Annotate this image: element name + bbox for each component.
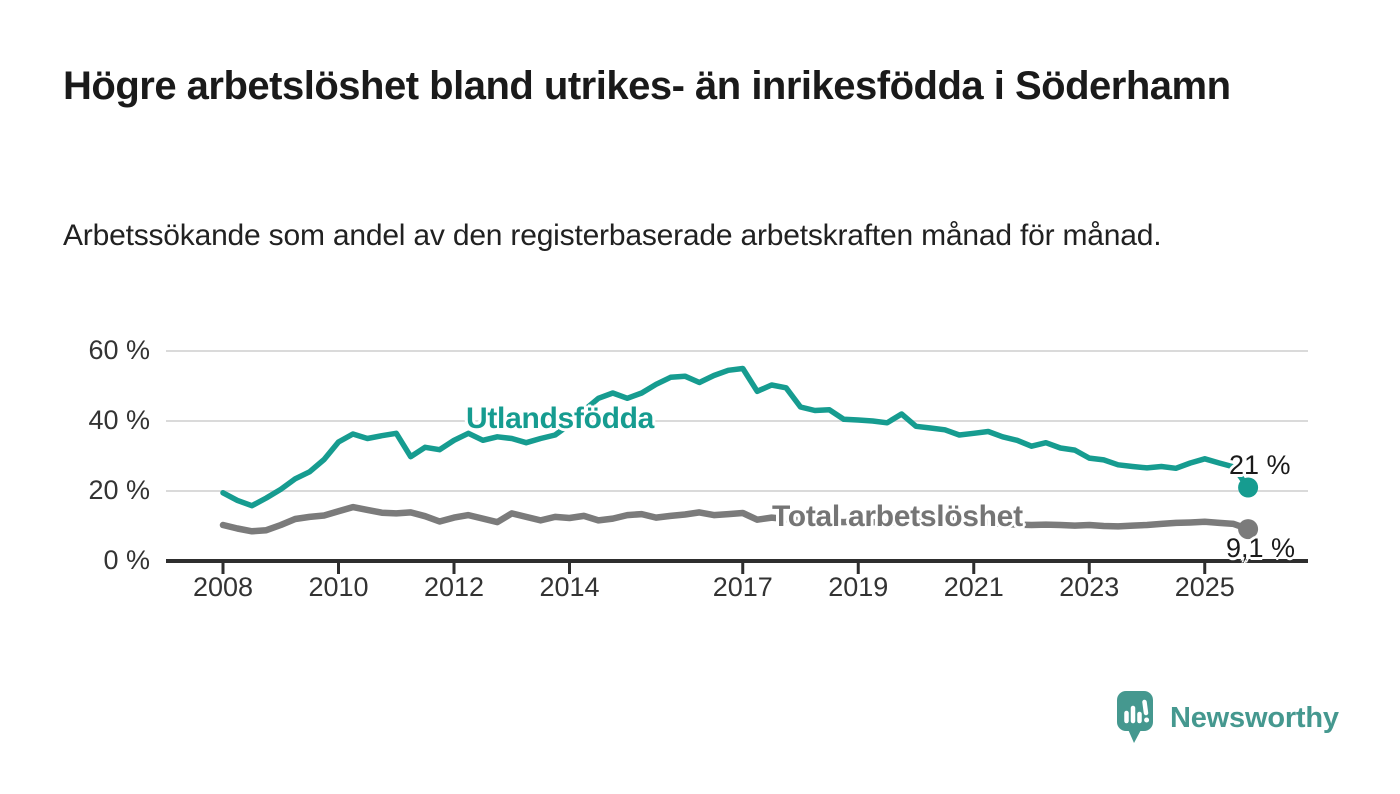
newsworthy-logo-text: Newsworthy <box>1170 701 1339 734</box>
end-value-label-total: 9,1 % <box>1226 533 1296 563</box>
x-axis-label-2014: 2014 <box>539 572 599 602</box>
series-line-total-arbetsl-shet <box>219 503 1252 535</box>
chart-subtitle: Arbetssökande som andel av den registerb… <box>63 219 1162 252</box>
x-axis-label-2008: 2008 <box>193 572 253 602</box>
y-axis-label-20: 20 % <box>88 475 150 505</box>
x-axis-label-2021: 2021 <box>944 572 1004 602</box>
x-axis-label-2012: 2012 <box>424 572 484 602</box>
newsworthy-logo: Newsworthy <box>1117 691 1339 745</box>
series-line-utlandsf-dda <box>220 365 1251 509</box>
series-end-dot-utlandsf-dda <box>1238 477 1259 498</box>
series-end-dot-total-arbetsl-shet <box>1238 519 1259 540</box>
y-axis-label-60: 60 % <box>88 335 150 365</box>
series-label-total-arbetsloshet: Total arbetslöshet <box>772 500 1023 533</box>
x-axis-label-2010: 2010 <box>308 572 368 602</box>
y-axis-label-0: 0 % <box>103 545 150 575</box>
x-axis-label-2019: 2019 <box>828 572 888 602</box>
series-label-utlandsfodda: Utlandsfödda <box>466 402 655 435</box>
end-value-label-utlandsfodda: 21 % <box>1229 450 1291 480</box>
y-axis-label-40: 40 % <box>88 405 150 435</box>
newsworthy-logo-icon <box>1117 691 1153 743</box>
x-axis-label-2025: 2025 <box>1175 572 1235 602</box>
page-title: Högre arbetslöshet bland utrikes- än inr… <box>63 64 1231 108</box>
x-axis-label-2017: 2017 <box>713 572 773 602</box>
x-axis-label-2023: 2023 <box>1059 572 1119 602</box>
